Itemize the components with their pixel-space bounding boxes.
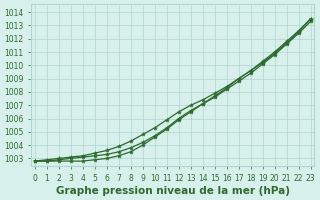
X-axis label: Graphe pression niveau de la mer (hPa): Graphe pression niveau de la mer (hPa) <box>56 186 290 196</box>
